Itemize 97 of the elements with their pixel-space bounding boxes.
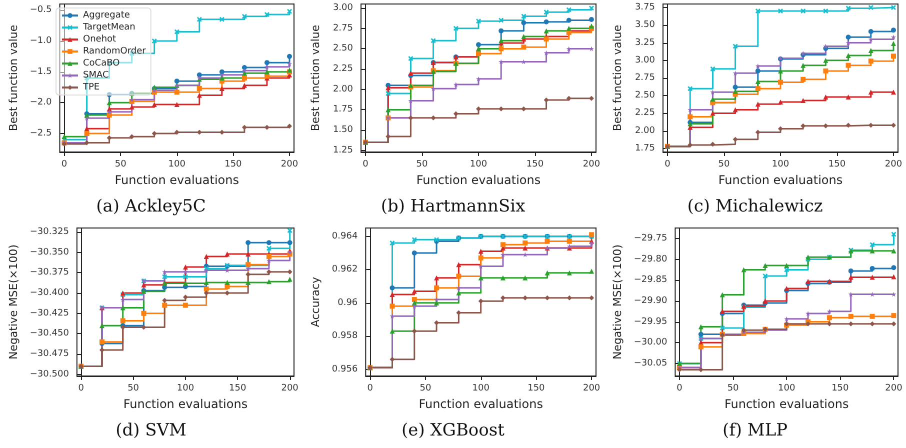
y-tick-label: −30.350 xyxy=(30,247,70,258)
x-axis-title: Function evaluations xyxy=(418,396,543,411)
y-tick-label: −30.05 xyxy=(634,358,668,368)
y-axis-title: Best function value xyxy=(309,24,322,132)
y-axis-title: Negative MSE(×100) xyxy=(7,244,20,360)
y-tick-label: −30.425 xyxy=(30,308,69,318)
x-axis-title: Function evaluations xyxy=(114,172,239,187)
x-tick-label: 0 xyxy=(61,160,68,170)
y-axis-title: Best function value xyxy=(611,24,624,132)
y-tick-label: 2.00 xyxy=(332,84,354,94)
text: (e) XGBoost xyxy=(402,420,505,440)
x-tick-label: 100 xyxy=(772,160,790,170)
y-tick-label: 2.25 xyxy=(332,64,353,74)
y-tick-label: 0.956 xyxy=(332,364,358,374)
x-tick-label: 200 xyxy=(582,160,600,170)
y-tick-label: −30.450 xyxy=(30,328,70,339)
y-tick-label: 3.75 xyxy=(634,2,655,13)
y-tick-label: −29.85 xyxy=(634,275,668,286)
x-tick-label: 50 xyxy=(416,160,428,170)
legend-label: TPE xyxy=(82,82,100,92)
x-tick-label: 100 xyxy=(778,384,796,394)
x-tick-label: 100 xyxy=(176,384,194,394)
y-tick-label: −1.0 xyxy=(30,36,52,46)
x-tick-label: 150 xyxy=(828,160,846,170)
legend-label: Aggregate xyxy=(83,10,130,20)
y-tick-label: 2.50 xyxy=(332,44,354,54)
x-tick-label: 0 xyxy=(367,384,374,394)
x-axis-title: Function evaluations xyxy=(123,396,248,411)
y-tick-label: 2.25 xyxy=(634,108,655,118)
y-tick-label: 2.50 xyxy=(634,90,656,101)
y-tick-label: −29.75 xyxy=(634,233,668,244)
legend-label: SMAC xyxy=(83,70,109,80)
x-tick-label: 50 xyxy=(128,384,140,394)
y-tick-label: −30.475 xyxy=(30,349,69,360)
y-tick-label: −0.5 xyxy=(30,5,52,16)
text: (d) SVM xyxy=(116,420,186,440)
x-tick-label: 150 xyxy=(526,160,544,170)
y-tick-label: −2.0 xyxy=(30,98,52,108)
x-tick-label: 100 xyxy=(168,160,186,170)
y-tick-label: −1.5 xyxy=(30,66,52,77)
x-tick-label: 100 xyxy=(470,160,488,170)
y-tick-label: 3.00 xyxy=(332,3,354,14)
y-tick-label: −29.95 xyxy=(634,316,668,327)
y-tick-label: 0.96 xyxy=(338,298,358,308)
y-tick-label: 2.00 xyxy=(634,126,656,136)
y-axis-title: Negative MSE(×100) xyxy=(611,244,624,360)
text: (c) Michalewicz xyxy=(687,196,823,216)
x-tick-label: 0 xyxy=(362,160,369,170)
x-tick-label: 150 xyxy=(224,160,242,170)
x-tick-label: 200 xyxy=(885,384,903,394)
x-tick-label: 50 xyxy=(718,160,730,170)
y-tick-label: 0.958 xyxy=(332,331,358,342)
y-tick-label: −29.80 xyxy=(634,254,668,264)
y-tick-label: 2.75 xyxy=(332,23,353,34)
legend-label: Onehot xyxy=(83,34,117,44)
x-axis-title: Function evaluations xyxy=(718,172,843,187)
legend-label: RandomOrder xyxy=(83,46,146,56)
x-tick-label: 100 xyxy=(472,384,490,394)
x-axis-title: Function evaluations xyxy=(416,172,541,187)
x-tick-label: 150 xyxy=(229,384,247,394)
y-axis-title: Best function value xyxy=(7,24,20,132)
y-tick-label: 3.50 xyxy=(634,20,656,30)
y-tick-label: 1.25 xyxy=(332,145,353,156)
y-tick-label: −30.400 xyxy=(30,288,70,298)
x-tick-label: 0 xyxy=(78,384,84,394)
y-tick-label: 0.964 xyxy=(332,231,358,242)
x-tick-label: 50 xyxy=(727,384,740,394)
x-tick-label: 150 xyxy=(832,384,850,394)
y-tick-label: −29.90 xyxy=(634,296,668,306)
legend-label: TargetMean xyxy=(82,22,136,32)
x-axis-title: Function evaluations xyxy=(724,396,849,411)
x-tick-label: 50 xyxy=(420,384,432,394)
y-tick-label: 1.50 xyxy=(332,125,354,136)
y-axis-title: Accuracy xyxy=(309,276,322,328)
x-tick-label: 50 xyxy=(114,160,127,170)
x-tick-label: 200 xyxy=(582,384,600,394)
text: (b) HartmannSix xyxy=(380,196,526,216)
x-tick-label: 200 xyxy=(884,160,902,170)
y-tick-label: 3.00 xyxy=(634,55,656,66)
y-tick-label: −30.500 xyxy=(30,369,70,380)
x-tick-label: 200 xyxy=(281,384,299,394)
y-tick-label: −30.00 xyxy=(634,338,668,348)
y-tick-label: 0.962 xyxy=(332,264,358,275)
y-tick-label: 1.75 xyxy=(634,143,655,154)
y-tick-label: −2.5 xyxy=(30,128,52,138)
y-tick-label: 1.75 xyxy=(332,104,353,115)
y-tick-label: −30.375 xyxy=(30,268,69,278)
legend-label: CoCaBO xyxy=(83,58,120,68)
y-tick-label: 3.25 xyxy=(634,38,655,48)
text: (f) MLP xyxy=(722,420,788,440)
y-tick-label: −30.325 xyxy=(30,227,69,238)
x-tick-label: 150 xyxy=(528,384,546,394)
text: (a) Ackley5C xyxy=(96,196,206,216)
x-tick-label: 0 xyxy=(664,160,671,170)
x-tick-label: 0 xyxy=(676,384,683,394)
x-tick-label: 200 xyxy=(280,160,298,170)
y-tick-label: 2.75 xyxy=(634,73,655,83)
